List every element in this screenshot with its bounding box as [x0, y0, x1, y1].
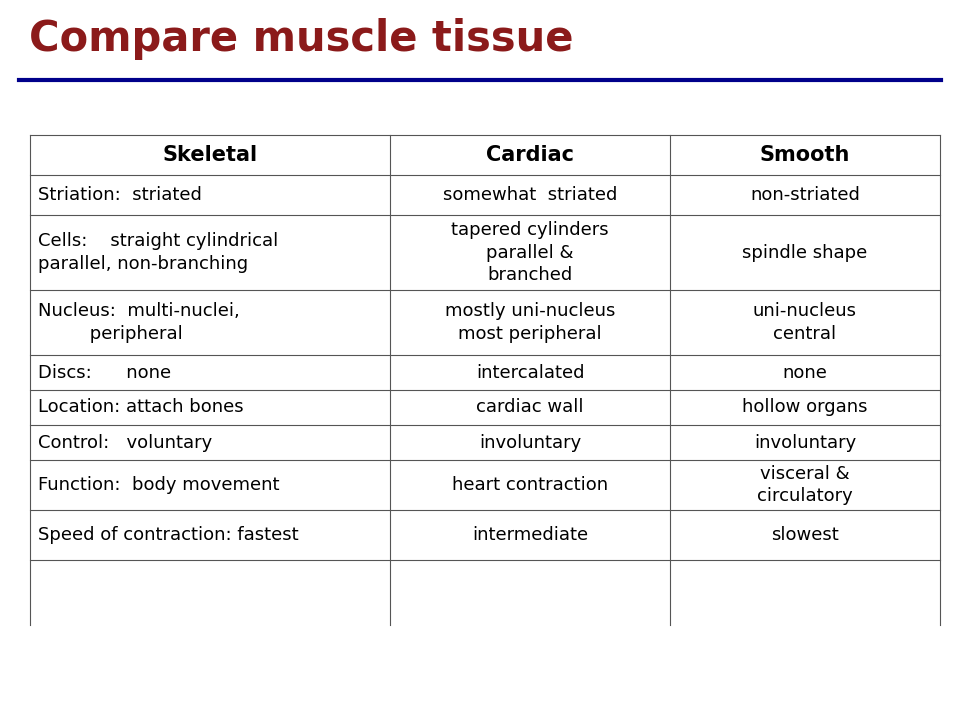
Text: visceral &
circulatory: visceral & circulatory — [757, 464, 852, 505]
Text: involuntary: involuntary — [754, 433, 856, 451]
Text: Nucleus:  multi-nuclei,
         peripheral: Nucleus: multi-nuclei, peripheral — [38, 302, 240, 343]
Text: cardiac wall: cardiac wall — [476, 398, 584, 416]
Text: intermediate: intermediate — [472, 526, 588, 544]
Text: slowest: slowest — [771, 526, 839, 544]
Text: hollow organs: hollow organs — [742, 398, 868, 416]
Text: Discs:      none: Discs: none — [38, 364, 171, 382]
Text: non-striated: non-striated — [750, 186, 860, 204]
Text: Skeletal: Skeletal — [162, 145, 257, 165]
Text: heart contraction: heart contraction — [452, 476, 608, 494]
Text: Speed of contraction: fastest: Speed of contraction: fastest — [38, 526, 299, 544]
Text: spindle shape: spindle shape — [742, 243, 868, 261]
Text: Control:   voluntary: Control: voluntary — [38, 433, 212, 451]
Text: tapered cylinders
parallel &
branched: tapered cylinders parallel & branched — [451, 220, 609, 284]
Text: uni-nucleus
central: uni-nucleus central — [753, 302, 857, 343]
Text: Location: attach bones: Location: attach bones — [38, 398, 244, 416]
Text: Cells:    straight cylindrical
parallel, non-branching: Cells: straight cylindrical parallel, no… — [38, 232, 278, 273]
Text: involuntary: involuntary — [479, 433, 581, 451]
Text: Smooth: Smooth — [759, 145, 851, 165]
Text: none: none — [782, 364, 828, 382]
Text: Cardiac: Cardiac — [486, 145, 574, 165]
Text: mostly uni-nucleus
most peripheral: mostly uni-nucleus most peripheral — [444, 302, 615, 343]
Text: intercalated: intercalated — [476, 364, 585, 382]
Text: Striation:  striated: Striation: striated — [38, 186, 202, 204]
Text: Function:  body movement: Function: body movement — [38, 476, 279, 494]
Text: Compare muscle tissue: Compare muscle tissue — [29, 18, 573, 60]
Text: somewhat  striated: somewhat striated — [443, 186, 617, 204]
